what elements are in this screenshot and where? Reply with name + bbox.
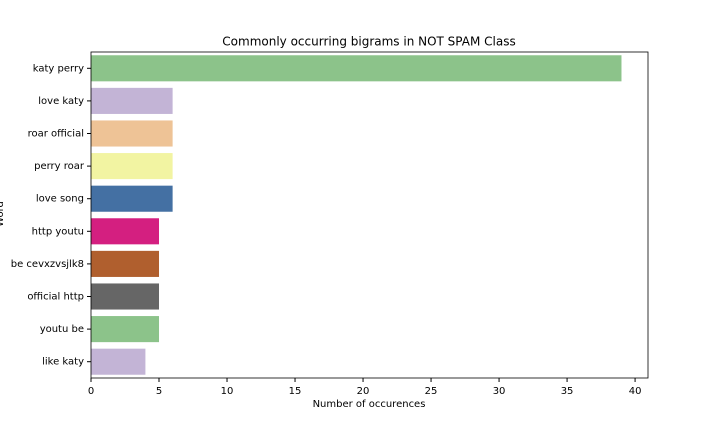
y-tick-label: official http bbox=[27, 292, 84, 303]
y-tick-label: perry roar bbox=[34, 161, 85, 172]
y-tick-label: youtu be bbox=[40, 324, 84, 335]
x-tick-label: 35 bbox=[561, 386, 574, 397]
x-tick-label: 15 bbox=[289, 386, 302, 397]
y-tick-label: katy perry bbox=[33, 63, 84, 74]
x-tick-label: 10 bbox=[221, 386, 234, 397]
y-tick-label: http youtu bbox=[32, 226, 84, 237]
x-axis-label: Number of occurences bbox=[313, 399, 426, 410]
x-tick-label: 5 bbox=[156, 386, 162, 397]
plot-frame bbox=[90, 51, 649, 379]
bar bbox=[91, 218, 160, 245]
x-tick-label: 30 bbox=[493, 386, 506, 397]
y-tick-label: love katy bbox=[38, 96, 84, 107]
y-tick-label: love song bbox=[36, 194, 84, 205]
bar bbox=[91, 120, 173, 147]
bar bbox=[91, 185, 173, 212]
chart-title: Commonly occurring bigrams in NOT SPAM C… bbox=[222, 35, 515, 49]
y-tick-label: be cevxzvsjlk8 bbox=[11, 259, 84, 270]
bar bbox=[91, 283, 160, 310]
bar bbox=[91, 250, 160, 277]
y-axis-label: Word bbox=[0, 201, 6, 227]
x-tick-label: 25 bbox=[425, 386, 438, 397]
bar bbox=[91, 348, 146, 375]
x-tick-label: 20 bbox=[357, 386, 370, 397]
x-tick-label: 40 bbox=[629, 386, 642, 397]
bar bbox=[91, 87, 173, 114]
bar bbox=[91, 153, 173, 180]
y-tick-label: roar official bbox=[28, 129, 84, 140]
y-tick-label: like katy bbox=[42, 357, 84, 368]
x-tick-label: 0 bbox=[88, 386, 94, 397]
bar bbox=[91, 316, 160, 343]
bar bbox=[91, 55, 622, 82]
